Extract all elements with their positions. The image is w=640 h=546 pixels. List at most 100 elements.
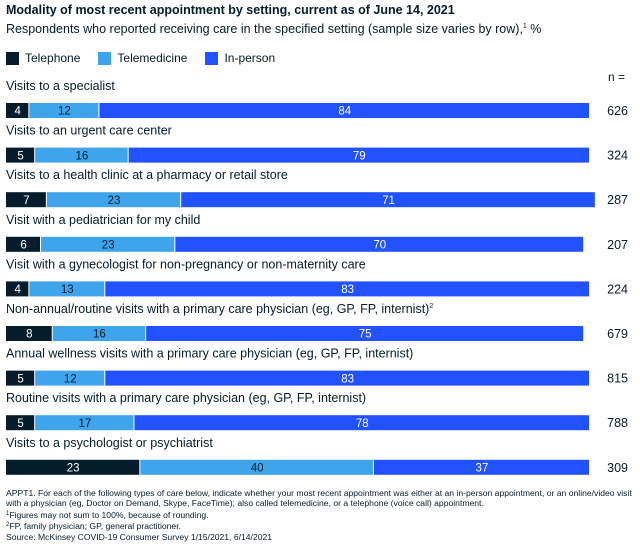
bar-row: Visit with a pediatrician for my child 6 2… [6, 213, 628, 252]
category-label: Visits to a health clinic at a pharmacy … [6, 168, 288, 182]
data-label: 8 [26, 329, 32, 341]
bar-row: Visits to an urgent care center 5 16 79 324 [6, 124, 628, 163]
bar-segment [29, 103, 99, 118]
sample-size-value: 207 [607, 238, 628, 252]
bar-row: Routine visits with a primary care physi… [6, 391, 628, 431]
data-label: 5 [17, 418, 23, 430]
data-label: 7 [23, 195, 29, 207]
category-label: Non-annual/routine visits with a primary… [6, 302, 433, 316]
bar-row: Visits to a psychologist or psychiatrist… [6, 436, 628, 475]
bar-segment [6, 236, 41, 252]
data-label: 78 [356, 418, 369, 430]
data-label: 16 [76, 150, 89, 162]
legend-item-in-person: In-person [205, 51, 275, 65]
sample-size-value: 324 [607, 149, 628, 163]
data-label: 12 [64, 373, 77, 385]
bar-segment [6, 459, 140, 475]
data-label: 6 [20, 240, 26, 252]
data-label: 84 [338, 106, 351, 118]
bar-segment [128, 147, 589, 163]
data-label: 83 [341, 284, 354, 296]
data-label: 4 [14, 284, 21, 296]
data-label: 4 [14, 106, 21, 118]
footnote-question: APPT1. For each of the following types o… [6, 488, 632, 509]
legend-item-telephone: Telephone [6, 51, 80, 65]
bar-segment [6, 370, 35, 386]
bar-segment [134, 415, 590, 431]
footnote-2: 2FP, family physician; GP, general pract… [6, 520, 636, 531]
legend-label-in-person: In-person [224, 51, 276, 65]
bar-row: Visits to a specialist 4 12 84 626 [6, 79, 628, 118]
bar-segment [46, 192, 181, 208]
legend: Telephone Telemedicine In-person [6, 50, 293, 66]
sample-size-value: 679 [607, 327, 628, 341]
category-label: Visits to a psychologist or psychiatrist [6, 436, 213, 450]
data-label: 23 [67, 463, 80, 475]
bar-segment [373, 459, 589, 475]
sample-size-header: n = [608, 70, 626, 84]
data-label: 23 [102, 240, 115, 252]
sample-size-value: 788 [607, 416, 628, 430]
bar-row: Non-annual/routine visits with a primary… [6, 302, 628, 341]
footnote-1: 1Figures may not sum to 100%, because of… [6, 509, 636, 520]
footnotes: APPT1. For each of the following types o… [6, 488, 636, 542]
sample-size-value: 287 [607, 193, 628, 207]
bar-segment [181, 192, 595, 208]
category-label: Visit with a gynecologist for non-pregna… [6, 257, 366, 271]
data-label: 23 [108, 195, 121, 207]
data-label: 79 [353, 150, 366, 162]
bar-segment [105, 370, 589, 386]
data-label: 83 [341, 373, 354, 385]
legend-swatch-telephone [6, 51, 19, 65]
bar-row: Visit with a gynecologist for non-pregna… [6, 257, 628, 297]
data-label: 37 [476, 463, 489, 475]
footnote-2-text: FP, family physician; GP, general practi… [9, 521, 181, 532]
legend-label-telephone: Telephone [25, 51, 81, 65]
category-label: Visits to a specialist [6, 79, 115, 93]
data-label: 71 [382, 195, 395, 207]
bar-segment [29, 281, 105, 297]
legend-label-telemedicine: Telemedicine [117, 51, 188, 65]
footnote-2-marker: 2 [6, 522, 10, 529]
bar-segment [6, 415, 35, 431]
category-label: Annual wellness visits with a primary ca… [6, 347, 413, 361]
category-label: Visit with a pediatrician for my child [6, 213, 200, 227]
bar-segment [41, 236, 175, 252]
bar-segment [6, 192, 46, 208]
subtitle-unit: % [526, 22, 542, 36]
legend-swatch-in-person [205, 51, 219, 65]
sample-size-value: 626 [607, 104, 628, 118]
data-label: 13 [61, 284, 74, 296]
legend-swatch-telemedicine [98, 51, 112, 65]
subtitle-text: Respondents who reported receiving care … [6, 22, 523, 36]
category-label: Visits to an urgent care center [6, 124, 172, 138]
data-label: 16 [93, 329, 106, 341]
bar-segment [140, 459, 373, 475]
data-label: 75 [359, 329, 372, 341]
bar-segment [35, 370, 105, 386]
footnote-1-marker: 1 [6, 510, 10, 517]
chart-title: Modality of most recent appointment by s… [6, 3, 455, 17]
footnote-1-text: Figures may not sum to 100%, because of … [9, 509, 209, 520]
data-label: 12 [58, 106, 71, 118]
bar-segment [35, 415, 134, 431]
bar-segment [146, 326, 584, 341]
legend-item-telemedicine: Telemedicine [98, 51, 187, 65]
data-label: 40 [251, 463, 264, 475]
bar-segment [6, 281, 29, 297]
bar-segment [6, 326, 52, 341]
bar-row: Annual wellness visits with a primary ca… [6, 347, 628, 386]
data-label: 5 [17, 373, 23, 385]
bar-segment [6, 147, 35, 163]
sample-size-value: 224 [607, 282, 628, 296]
category-label: Routine visits with a primary care physi… [6, 391, 366, 405]
data-label: 17 [78, 418, 91, 430]
subtitle-footnote-marker: 1 [522, 23, 527, 30]
bar-segment [99, 103, 589, 118]
bar-row: Visits to a health clinic at a pharmacy … [6, 168, 628, 208]
bar-segment [52, 326, 146, 341]
bar-segment [105, 281, 589, 297]
data-label: 5 [17, 150, 23, 162]
bar-segment [6, 103, 29, 118]
